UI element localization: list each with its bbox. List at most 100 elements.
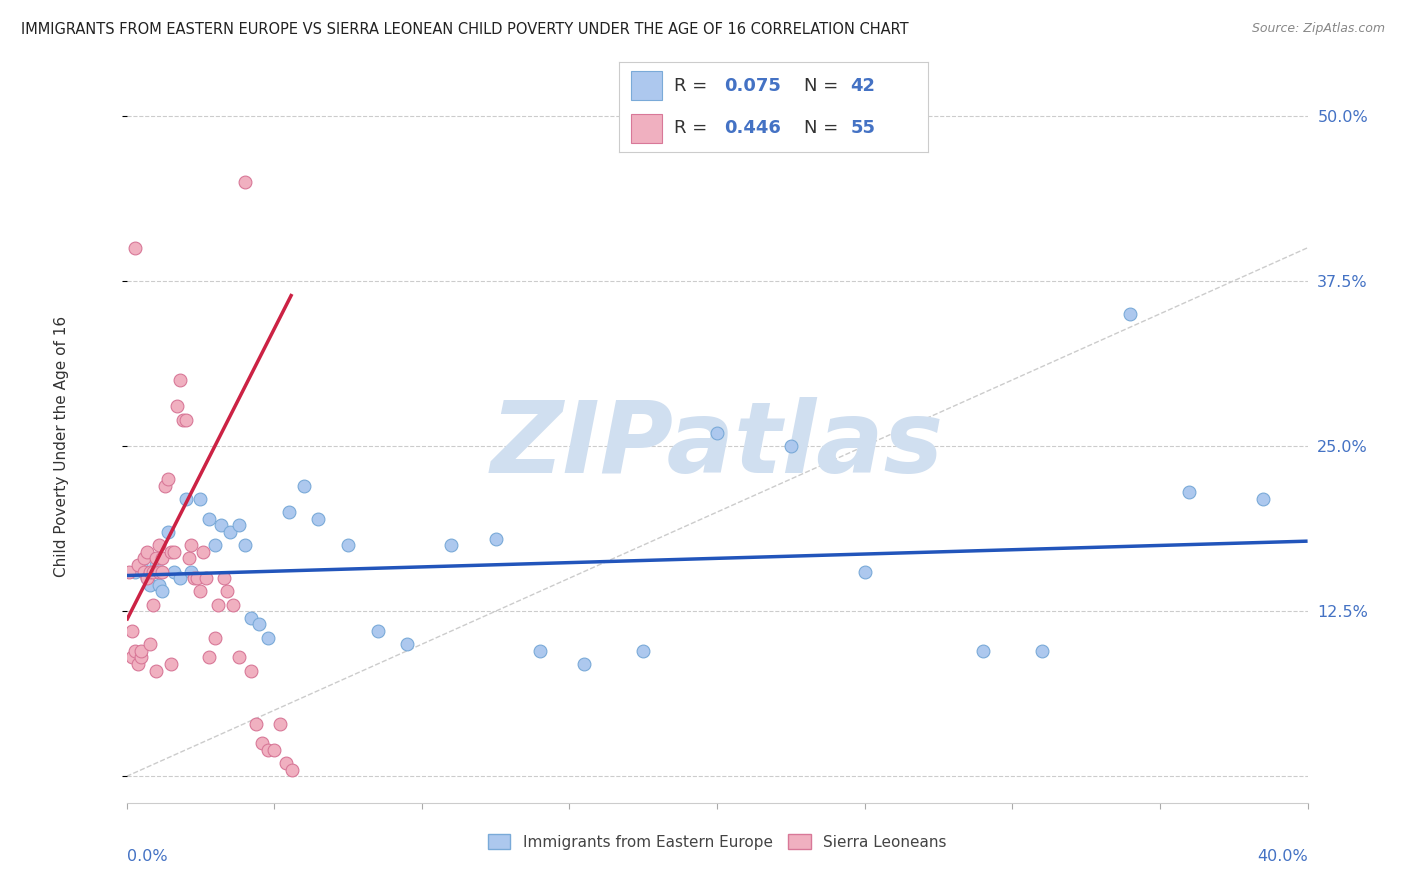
Point (148, 565, 170, 579)
Point (142, 565, 165, 579)
Point (274, 756, 297, 771)
Point (233, 538, 256, 552)
Point (136, 571, 159, 585)
Point (292, 478, 315, 492)
Point (204, 631, 226, 645)
Point (142, 598, 165, 612)
Point (198, 650, 221, 665)
Point (307, 511, 329, 525)
Point (440, 538, 463, 552)
Point (148, 538, 170, 552)
Text: N =: N = (804, 77, 844, 95)
Text: R =: R = (675, 120, 713, 137)
Point (219, 524, 242, 539)
Point (145, 558, 167, 572)
Text: 0.0%: 0.0% (127, 849, 167, 864)
Point (129, 644, 153, 658)
Point (159, 545, 183, 559)
Point (150, 565, 173, 579)
Point (134, 551, 156, 566)
Point (127, 657, 149, 671)
Point (1031, 644, 1053, 658)
Bar (631, 71, 662, 100)
Point (127, 558, 149, 572)
Point (142, 565, 165, 579)
Point (204, 538, 226, 552)
Text: ZIPatlas: ZIPatlas (491, 398, 943, 494)
Point (169, 373, 191, 387)
Point (706, 425, 728, 440)
Point (177, 551, 200, 566)
Point (263, 743, 285, 757)
Point (145, 664, 167, 678)
Legend: Immigrants from Eastern Europe, Sierra Leoneans: Immigrants from Eastern Europe, Sierra L… (481, 828, 953, 855)
Point (631, 644, 654, 658)
Point (118, 565, 141, 579)
Point (209, 518, 232, 533)
Text: R =: R = (675, 77, 713, 95)
Point (252, 736, 274, 750)
Point (396, 637, 419, 651)
Point (186, 571, 208, 585)
Point (269, 716, 291, 731)
Point (180, 565, 202, 579)
Text: N =: N = (804, 120, 844, 137)
Point (193, 545, 215, 559)
Point (233, 175, 256, 189)
Point (150, 584, 173, 599)
Bar (631, 114, 662, 143)
Point (163, 545, 186, 559)
Point (124, 241, 146, 255)
Point (129, 558, 153, 572)
Point (222, 598, 245, 612)
Point (215, 584, 238, 599)
Point (124, 565, 146, 579)
Point (228, 518, 250, 533)
Point (278, 505, 301, 519)
Point (129, 650, 153, 665)
Point (195, 571, 218, 585)
Point (574, 657, 596, 671)
Point (207, 598, 229, 612)
Point (239, 611, 262, 625)
Point (145, 551, 167, 566)
Text: 40.0%: 40.0% (1257, 849, 1308, 864)
Point (163, 565, 186, 579)
Point (121, 650, 143, 665)
Text: Child Poverty Under the Age of 16: Child Poverty Under the Age of 16 (53, 316, 69, 576)
Point (136, 545, 159, 559)
Point (166, 400, 188, 414)
Point (972, 644, 994, 658)
Point (174, 412, 197, 426)
Point (257, 631, 280, 645)
Point (180, 538, 202, 552)
Point (139, 565, 162, 579)
Point (1119, 307, 1142, 321)
Point (484, 532, 508, 546)
Point (156, 472, 179, 486)
Point (1251, 491, 1274, 506)
Point (139, 637, 162, 651)
Point (174, 491, 197, 506)
Point (779, 439, 801, 453)
Point (1178, 485, 1201, 500)
Text: 0.446: 0.446 (724, 120, 780, 137)
Point (245, 716, 267, 731)
Point (228, 650, 250, 665)
Point (159, 657, 183, 671)
Point (337, 538, 360, 552)
Text: IMMIGRANTS FROM EASTERN EUROPE VS SIERRA LEONEAN CHILD POVERTY UNDER THE AGE OF : IMMIGRANTS FROM EASTERN EUROPE VS SIERRA… (21, 22, 908, 37)
Point (366, 624, 388, 638)
Point (198, 511, 221, 525)
Point (121, 624, 143, 638)
Point (139, 578, 162, 592)
Point (188, 584, 211, 599)
Point (169, 571, 191, 585)
Point (153, 478, 176, 492)
Point (172, 412, 194, 426)
Point (134, 565, 156, 579)
Text: 42: 42 (851, 77, 876, 95)
Point (150, 551, 173, 566)
Point (257, 743, 280, 757)
Point (239, 664, 262, 678)
